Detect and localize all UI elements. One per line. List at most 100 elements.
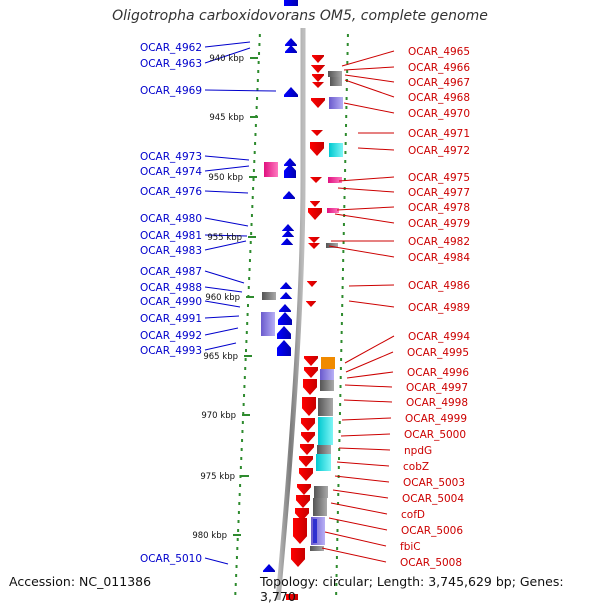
ruler-dot-right — [337, 493, 340, 496]
forward-gene-arrow — [284, 87, 298, 97]
gene-label-right: OCAR_5006 — [401, 525, 463, 537]
ruler-dot-left — [237, 511, 240, 514]
leader-line-right — [332, 489, 389, 499]
leader-line-right — [334, 213, 395, 224]
gene-domain-box-gray — [310, 546, 324, 551]
scale-tick-label: 955 kbp — [207, 233, 242, 243]
ruler-dot-right — [341, 295, 344, 298]
ruler-dot-right — [345, 106, 348, 109]
ruler-dot-left — [242, 403, 245, 406]
ruler-dot-right — [346, 70, 349, 73]
gene-label-left: OCAR_4981 — [140, 230, 202, 242]
gene-label-left: OCAR_4988 — [140, 282, 202, 294]
ruler-dot-left — [254, 124, 257, 127]
ruler-dot-right — [342, 250, 345, 253]
reverse-gene-arrow — [291, 548, 305, 567]
gene-label-left: OCAR_4969 — [140, 85, 202, 97]
ruler-dot-right — [340, 349, 343, 352]
ruler-dot-right — [335, 592, 338, 595]
ruler-dot-left — [240, 457, 243, 460]
reverse-gene-arrow — [296, 495, 310, 508]
ruler-dot-left — [258, 52, 261, 55]
reverse-gene-arrow — [306, 301, 316, 307]
gene-domain-box-magenta — [264, 162, 278, 177]
reverse-gene-arrow — [301, 418, 315, 431]
leader-line-right — [343, 102, 395, 114]
ruler-dot-left — [234, 592, 237, 595]
scale-tick-label: 965 kbp — [203, 352, 238, 362]
leader-line-right — [338, 176, 395, 182]
leader-line-right — [344, 74, 395, 83]
accession-text: Accession: NC_011386 — [9, 574, 152, 589]
ruler-dot-right — [339, 376, 342, 379]
gene-label-right: OCAR_5003 — [403, 477, 465, 489]
ruler-dot-left — [245, 331, 248, 334]
ruler-dot-left — [239, 484, 242, 487]
reverse-gene-arrow — [300, 444, 314, 455]
ruler-dot-right — [340, 331, 343, 334]
reverse-gene-arrow — [312, 74, 324, 82]
ruler-dot-right — [339, 394, 342, 397]
gene-domain-box-purple — [261, 312, 275, 336]
gene-label-left: OCAR_4963 — [140, 58, 202, 70]
gene-domain-box-gray — [328, 71, 342, 77]
gene-label-left: OCAR_4991 — [140, 313, 202, 325]
ruler-dot-left — [257, 70, 260, 73]
ruler-dot-right — [342, 223, 345, 226]
forward-gene-arrow — [278, 312, 292, 325]
ruler-dot-right — [346, 34, 349, 37]
scale-tick-label: 980 kbp — [192, 531, 227, 541]
leader-line-right — [343, 399, 393, 403]
ruler-dot-right — [345, 115, 348, 118]
gene-label-left: OCAR_4983 — [140, 245, 202, 257]
gene-label-right: OCAR_4971 — [408, 128, 470, 140]
scale-tick-label: 960 kbp — [205, 293, 240, 303]
leader-line-right — [348, 284, 395, 287]
leader-line-right — [343, 66, 395, 71]
reverse-gene-arrow — [299, 456, 313, 467]
gene-label-right: OCAR_4996 — [407, 367, 469, 379]
leader-line-left — [204, 89, 277, 92]
ruler-dot-left — [248, 259, 251, 262]
ruler-dot-left — [246, 322, 249, 325]
scale-tick-label: 945 kbp — [209, 113, 244, 123]
ruler-dot-right — [344, 160, 347, 163]
leader-line-left — [204, 155, 250, 161]
ruler-dot-left — [256, 97, 259, 100]
forward-gene-arrow — [280, 292, 292, 299]
leader-line-right — [328, 517, 388, 531]
forward-gene-arrow — [263, 564, 275, 572]
ruler-dot-right — [338, 430, 341, 433]
gene-label-right: cofD — [401, 509, 425, 521]
ruler-dot-right — [336, 547, 339, 550]
ruler-dot-left — [252, 178, 255, 181]
forward-gene-arrow — [283, 191, 295, 199]
ruler-dot-left — [255, 106, 258, 109]
gene-label-right: OCAR_4989 — [408, 302, 470, 314]
leader-line-right — [344, 79, 395, 98]
ruler-dot-left — [248, 268, 251, 271]
ruler-dot-left — [249, 241, 252, 244]
ruler-dot-left — [237, 520, 240, 523]
gene-label-left: OCAR_4993 — [140, 345, 202, 357]
ruler-dot-left — [254, 133, 257, 136]
ruler-dot-left — [235, 565, 238, 568]
ruler-dot-right — [346, 52, 349, 55]
gene-domain-box-purple — [329, 97, 343, 109]
ruler-dot-left — [234, 583, 237, 586]
ruler-dot-left — [243, 385, 246, 388]
ruler-dot-left — [246, 313, 249, 316]
ruler-dot-left — [254, 142, 257, 145]
gene-label-right: OCAR_4968 — [408, 92, 470, 104]
ruler-dot-right — [339, 367, 342, 370]
ruler-dot-right — [339, 385, 342, 388]
ruler-dot-right — [341, 313, 344, 316]
ruler-dot-left — [250, 232, 253, 235]
gene-label-right: OCAR_4967 — [408, 77, 470, 89]
ruler-dot-left — [244, 358, 247, 361]
leader-line-right — [324, 531, 387, 547]
ruler-dot-right — [341, 277, 344, 280]
ruler-dot-left — [248, 277, 251, 280]
forward-gene-arrow — [280, 282, 292, 289]
